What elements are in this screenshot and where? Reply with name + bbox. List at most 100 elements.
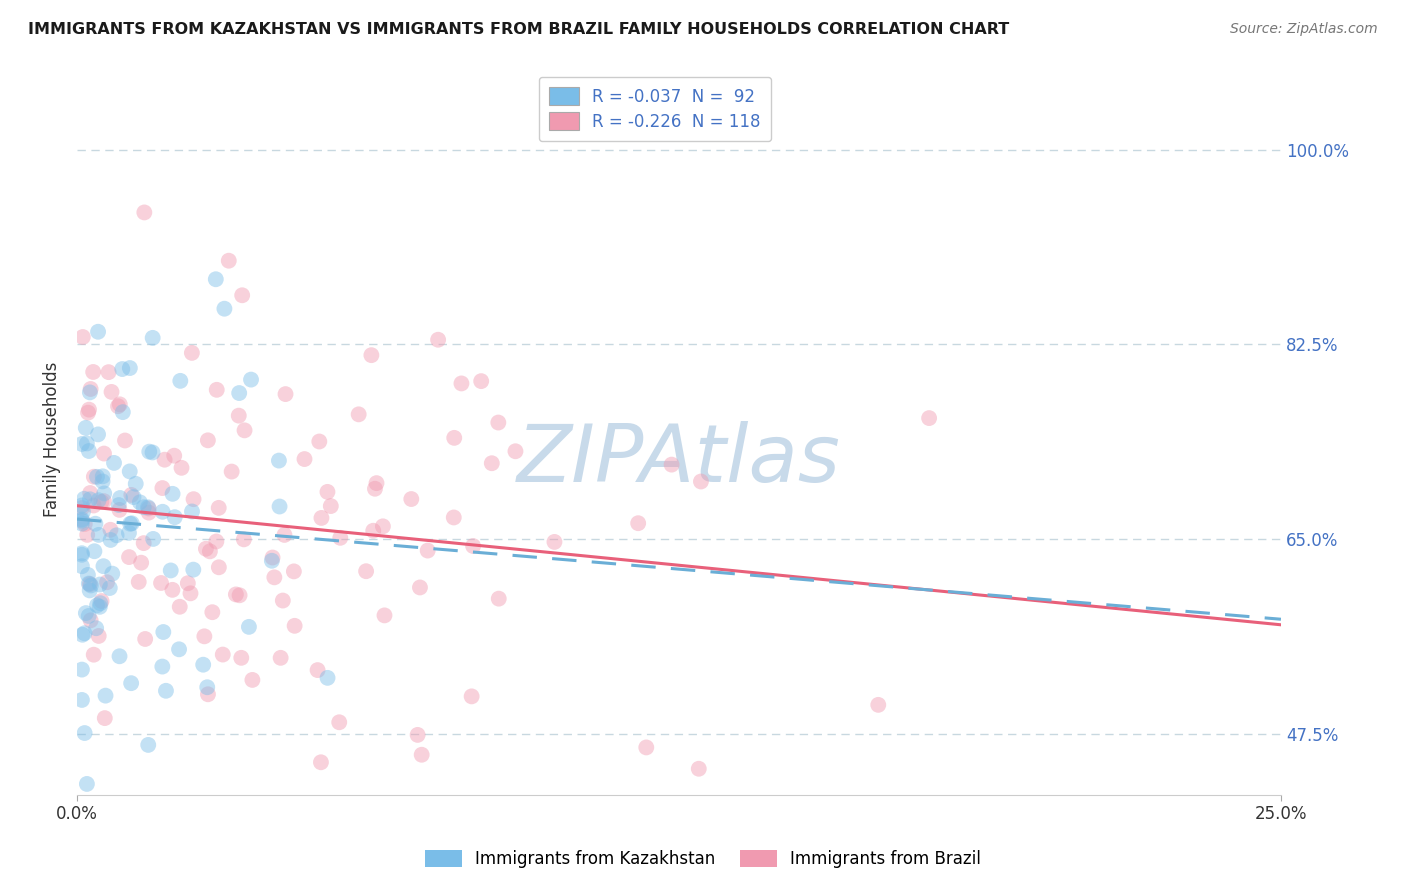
Point	[183, 492, 205, 507]
Point	[443, 431, 465, 445]
Point	[411, 747, 433, 762]
Point	[228, 409, 250, 423]
Point	[79, 577, 101, 591]
Point	[118, 464, 141, 478]
Point	[232, 533, 254, 547]
Point	[204, 272, 226, 286]
Point	[269, 500, 291, 514]
Point	[79, 382, 101, 396]
Point	[868, 698, 890, 712]
Point	[167, 642, 190, 657]
Point	[120, 676, 142, 690]
Point	[70, 516, 93, 531]
Point	[284, 619, 307, 633]
Point	[205, 534, 228, 549]
Point	[125, 476, 148, 491]
Point	[138, 444, 160, 458]
Point	[360, 348, 382, 362]
Point	[87, 325, 110, 339]
Point	[470, 374, 492, 388]
Point	[142, 532, 165, 546]
Point	[87, 629, 110, 643]
Point	[107, 399, 129, 413]
Point	[170, 460, 193, 475]
Point	[274, 387, 297, 401]
Text: ZIPAtlas: ZIPAtlas	[517, 421, 841, 500]
Point	[169, 374, 191, 388]
Point	[260, 554, 283, 568]
Point	[72, 628, 94, 642]
Point	[80, 578, 103, 592]
Point	[627, 516, 650, 531]
Point	[328, 715, 350, 730]
Point	[373, 608, 395, 623]
Y-axis label: Family Households: Family Households	[44, 361, 60, 516]
Point	[141, 445, 163, 459]
Point	[316, 484, 339, 499]
Point	[221, 465, 243, 479]
Point	[311, 511, 333, 525]
Point	[138, 506, 160, 520]
Point	[87, 528, 110, 542]
Point	[463, 539, 485, 553]
Point	[118, 361, 141, 376]
Point	[79, 613, 101, 627]
Point	[101, 566, 124, 581]
Point	[83, 499, 105, 513]
Point	[75, 606, 97, 620]
Point	[481, 456, 503, 470]
Point	[416, 543, 439, 558]
Point	[118, 550, 141, 565]
Point	[231, 650, 253, 665]
Point	[108, 397, 131, 411]
Point	[93, 494, 115, 508]
Point	[114, 434, 136, 448]
Point	[270, 650, 292, 665]
Point	[70, 512, 93, 526]
Point	[194, 541, 217, 556]
Point	[162, 487, 184, 501]
Point	[152, 481, 174, 495]
Point	[225, 587, 247, 601]
Point	[308, 434, 330, 449]
Point	[240, 373, 263, 387]
Point	[163, 449, 186, 463]
Point	[427, 333, 450, 347]
Point	[136, 500, 159, 515]
Point	[91, 475, 114, 489]
Point	[111, 362, 134, 376]
Point	[150, 659, 173, 673]
Point	[120, 488, 142, 502]
Point	[73, 491, 96, 506]
Point	[163, 510, 186, 524]
Point	[636, 740, 658, 755]
Point	[505, 444, 527, 458]
Point	[228, 588, 250, 602]
Point	[98, 581, 121, 595]
Point	[195, 680, 218, 694]
Point	[76, 436, 98, 450]
Point	[136, 738, 159, 752]
Point	[283, 565, 305, 579]
Point	[97, 365, 120, 379]
Point	[138, 501, 160, 516]
Point	[543, 535, 565, 549]
Point	[121, 516, 143, 531]
Point	[180, 346, 202, 360]
Point	[364, 482, 387, 496]
Point	[70, 663, 93, 677]
Point	[87, 427, 110, 442]
Point	[73, 726, 96, 740]
Point	[111, 405, 134, 419]
Point	[70, 693, 93, 707]
Point	[354, 564, 377, 578]
Point	[76, 528, 98, 542]
Point	[72, 330, 94, 344]
Point	[134, 632, 156, 646]
Point	[690, 475, 713, 489]
Point	[134, 205, 156, 219]
Point	[218, 253, 240, 268]
Point	[488, 591, 510, 606]
Point	[94, 711, 117, 725]
Point	[103, 456, 125, 470]
